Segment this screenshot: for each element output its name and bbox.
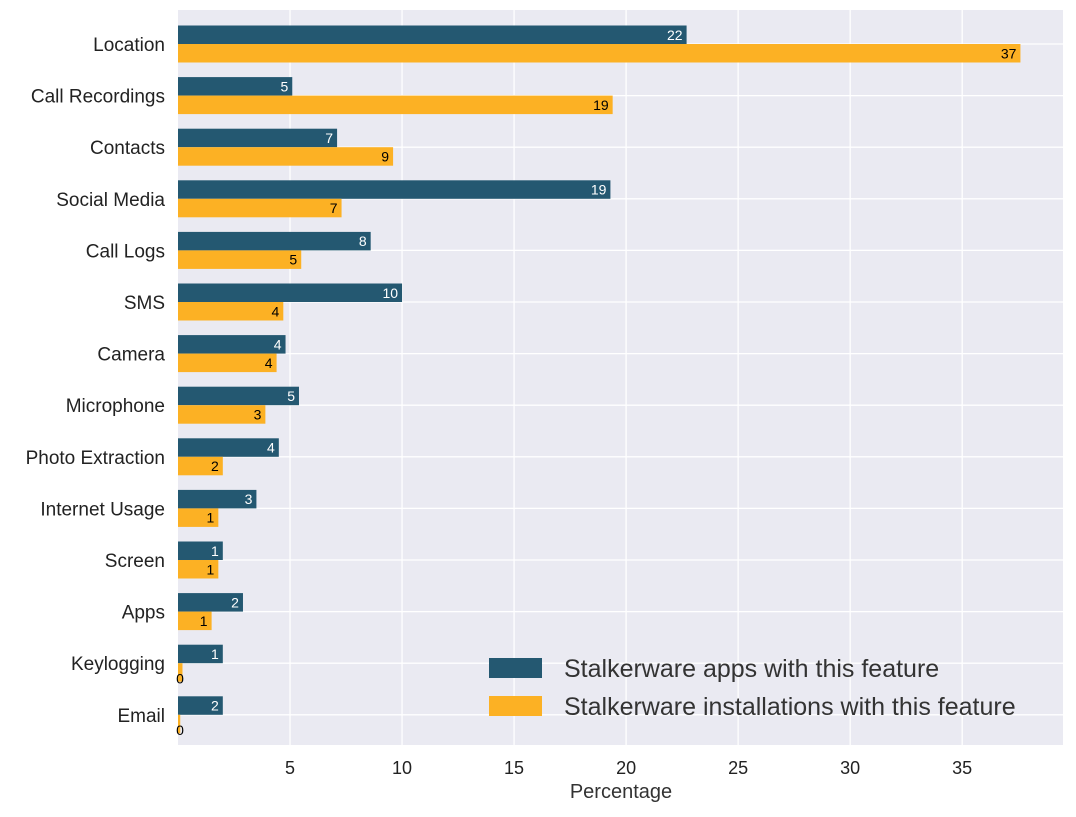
x-tick-label: 20 [616, 758, 636, 778]
bar-value-label-apps: 2 [211, 698, 219, 714]
bar-apps [178, 283, 403, 302]
category-label: Microphone [66, 396, 165, 417]
bar-apps [178, 77, 293, 96]
bar-value-label-apps: 2 [231, 594, 239, 610]
bar-installations [178, 560, 219, 579]
bar-installations [178, 44, 1021, 63]
plot-area-background [178, 10, 1063, 745]
bar-value-label-apps: 22 [667, 27, 683, 43]
bar-value-label-installations: 9 [381, 148, 389, 164]
category-label: Call Recordings [31, 87, 165, 108]
bar-value-label-installations: 3 [254, 406, 262, 422]
x-tick-label: 35 [952, 758, 972, 778]
legend-swatch-installations [489, 696, 542, 716]
bar-apps [178, 541, 223, 560]
bar-apps [178, 128, 338, 148]
legend-label-installations: Stalkerware installations with this feat… [564, 693, 1016, 721]
bar-installations [178, 147, 394, 166]
bar-value-label-installations: 0 [176, 670, 184, 686]
bar-installations [178, 611, 212, 631]
bar-apps [178, 231, 371, 251]
bar-apps [178, 25, 687, 44]
y-axis-category-labels: Location Call Recordings Contacts Social Me… [26, 35, 166, 727]
x-tick-label: 5 [285, 758, 295, 778]
bar-apps [178, 696, 223, 715]
bar-value-label-installations: 0 [176, 722, 184, 738]
bar-value-label-installations: 1 [207, 561, 215, 577]
legend-label-apps: Stalkerware apps with this feature [564, 655, 939, 683]
bar-apps [178, 180, 611, 199]
category-label: Call Logs [86, 241, 165, 262]
x-tick-label: 10 [392, 758, 412, 778]
bar-installations [178, 198, 342, 218]
bar-value-label-apps: 1 [211, 543, 219, 559]
bar-value-label-installations: 7 [330, 200, 338, 216]
bar-value-label-apps: 1 [211, 646, 219, 662]
bar-value-label-apps: 5 [287, 388, 295, 404]
x-tick-label: 30 [840, 758, 860, 778]
category-label: Apps [122, 603, 165, 624]
bar-value-label-apps: 3 [245, 491, 253, 507]
bar-installations [178, 353, 277, 373]
category-label: Contacts [90, 138, 165, 159]
bar-value-label-apps: 5 [280, 78, 288, 94]
category-label: Social Media [56, 190, 165, 211]
bar-installations [178, 714, 181, 734]
category-label: Screen [105, 551, 165, 572]
bar-installations [178, 456, 223, 476]
bar-value-label-installations: 1 [200, 613, 208, 629]
bar-value-label-installations: 19 [593, 97, 609, 113]
bar-apps [178, 489, 257, 509]
legend-swatch-apps [489, 658, 542, 678]
x-axis-tick-labels: 5 10 15 20 25 30 35 [285, 758, 972, 778]
bar-apps [178, 438, 279, 457]
bar-value-label-installations: 4 [265, 355, 273, 371]
category-label: SMS [124, 293, 165, 314]
bar-apps [178, 386, 299, 406]
bar-value-label-apps: 4 [274, 336, 282, 352]
bar-installations [178, 250, 302, 269]
bar-value-label-apps: 10 [382, 285, 398, 301]
bar-value-label-installations: 5 [289, 252, 297, 268]
bar-value-label-apps: 19 [591, 182, 607, 198]
bar-apps [178, 593, 243, 612]
bar-installations [178, 95, 613, 115]
category-label: Location [93, 35, 165, 56]
bar-apps [178, 644, 223, 664]
category-label: Internet Usage [40, 499, 165, 520]
x-axis-title: Percentage [570, 781, 672, 803]
legend: Stalkerware apps with this feature Stalke… [489, 655, 1016, 721]
bar-value-label-installations: 4 [272, 303, 280, 319]
bar-installations [178, 508, 219, 527]
category-label: Camera [97, 345, 165, 366]
bar-installations [178, 405, 266, 424]
bar-value-label-installations: 1 [207, 510, 215, 526]
bar-value-label-apps: 8 [359, 233, 367, 249]
bar-installations [178, 302, 284, 321]
bar-value-label-apps: 4 [267, 440, 275, 456]
category-label: Email [117, 706, 165, 727]
x-tick-label: 15 [504, 758, 524, 778]
bar-value-label-installations: 37 [1001, 45, 1017, 61]
bar-installations [178, 663, 183, 682]
bar-value-label-installations: 2 [211, 458, 219, 474]
bars [178, 25, 1021, 734]
bar-apps [178, 335, 286, 354]
category-label: Keylogging [71, 654, 165, 675]
x-tick-label: 25 [728, 758, 748, 778]
bar-value-label-apps: 7 [325, 130, 333, 146]
category-label: Photo Extraction [26, 448, 165, 469]
